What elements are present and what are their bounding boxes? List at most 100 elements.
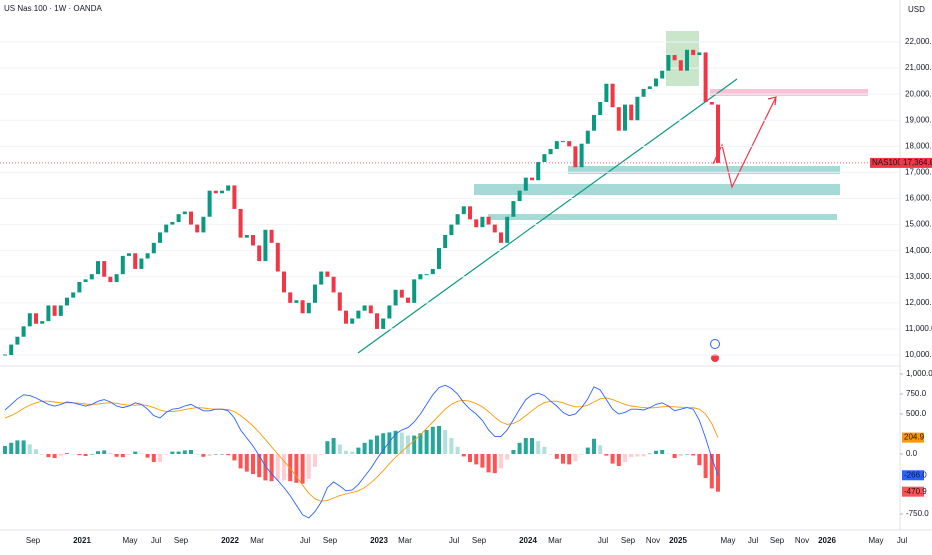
histogram-badge bbox=[902, 486, 924, 497]
x-tick-label: Sep bbox=[770, 536, 785, 545]
macd-line bbox=[4, 384, 719, 519]
histogram-bar bbox=[220, 454, 224, 455]
histogram-bar bbox=[561, 454, 565, 464]
candle bbox=[399, 289, 404, 298]
histogram-bar bbox=[716, 454, 720, 492]
candle bbox=[461, 206, 466, 215]
histogram-bar bbox=[164, 454, 169, 455]
trend-line bbox=[357, 78, 738, 354]
candle bbox=[635, 96, 640, 121]
x-tick-label: Jul bbox=[748, 536, 758, 545]
price-badge bbox=[900, 157, 932, 168]
candle bbox=[530, 177, 534, 181]
histogram-bar bbox=[536, 441, 541, 454]
candle bbox=[282, 271, 286, 293]
histogram-bar bbox=[474, 454, 479, 465]
candle bbox=[604, 83, 609, 102]
histogram-bar bbox=[58, 454, 63, 456]
candle bbox=[449, 224, 454, 236]
flag-icon[interactable] bbox=[710, 353, 720, 363]
histogram-bar bbox=[344, 450, 348, 454]
x-tick-label: Jul bbox=[897, 536, 907, 545]
histogram-bar bbox=[548, 454, 553, 455]
candle bbox=[598, 101, 603, 116]
x-tick-label: May bbox=[868, 536, 883, 545]
histogram-bar bbox=[368, 439, 373, 454]
candle bbox=[517, 190, 522, 202]
x-tick-label: Jul bbox=[449, 536, 459, 545]
candle bbox=[368, 305, 373, 314]
candle bbox=[716, 104, 720, 163]
histogram-bar bbox=[616, 454, 621, 466]
candle bbox=[263, 229, 268, 262]
candle bbox=[542, 154, 547, 162]
histogram-bar bbox=[592, 438, 596, 454]
x-tick-label: 2023 bbox=[370, 536, 388, 545]
candle bbox=[102, 261, 107, 277]
histogram-bar bbox=[598, 445, 603, 454]
candle bbox=[362, 305, 367, 311]
histogram-bar bbox=[492, 454, 497, 474]
candle bbox=[83, 279, 88, 282]
candle bbox=[561, 141, 565, 143]
candle bbox=[660, 70, 665, 79]
event-icon[interactable] bbox=[710, 339, 720, 349]
x-tick-label: Nov bbox=[795, 536, 809, 545]
histogram-bar bbox=[114, 454, 119, 457]
last-price-label: 17,364.8 bbox=[903, 158, 932, 167]
candle bbox=[9, 344, 14, 356]
candle bbox=[375, 313, 379, 329]
candle bbox=[685, 49, 689, 71]
candle bbox=[269, 229, 274, 243]
candle bbox=[189, 211, 193, 225]
candle bbox=[127, 253, 131, 256]
x-tick-label: Jul bbox=[300, 536, 310, 545]
histogram-bar bbox=[189, 450, 193, 454]
candle bbox=[331, 276, 336, 293]
candle bbox=[65, 297, 69, 306]
histogram-bar bbox=[511, 450, 516, 454]
histogram-bar bbox=[294, 454, 299, 483]
candle bbox=[170, 221, 175, 225]
candle bbox=[523, 177, 528, 191]
candle bbox=[195, 224, 200, 233]
histogram-bar bbox=[647, 453, 652, 455]
x-tick-label: 2021 bbox=[73, 536, 91, 545]
histogram-bar bbox=[530, 438, 534, 454]
candle bbox=[703, 52, 708, 102]
candle bbox=[96, 261, 100, 275]
candle bbox=[176, 214, 181, 222]
y-tick-label: 12,000.0 bbox=[905, 298, 932, 307]
macd-badge bbox=[902, 470, 924, 481]
histogram-bar bbox=[269, 454, 274, 482]
histogram-bar bbox=[691, 454, 696, 456]
histogram-bar bbox=[325, 441, 330, 454]
histogram-bar bbox=[455, 446, 460, 454]
candle bbox=[666, 55, 671, 71]
histogram-bar bbox=[406, 435, 410, 454]
candle bbox=[164, 224, 169, 233]
histogram-bar bbox=[182, 450, 187, 454]
candle bbox=[616, 107, 621, 131]
candle bbox=[114, 274, 119, 282]
candle bbox=[678, 60, 683, 71]
histogram-bar bbox=[468, 454, 472, 462]
candle bbox=[474, 219, 479, 228]
candle bbox=[34, 313, 38, 324]
candle bbox=[592, 115, 596, 131]
y-tick-label: 16,000.0 bbox=[905, 194, 932, 203]
candle bbox=[567, 141, 572, 147]
histogram-bar bbox=[505, 454, 510, 460]
candle bbox=[232, 185, 237, 209]
histogram-bar bbox=[127, 454, 131, 455]
x-tick-label: 2025 bbox=[669, 536, 687, 545]
x-tick-label: 2026 bbox=[818, 536, 836, 545]
histogram-bar bbox=[412, 435, 417, 454]
candle bbox=[158, 232, 162, 243]
candle bbox=[654, 78, 658, 87]
histogram-bar bbox=[306, 454, 311, 479]
candle bbox=[226, 185, 231, 191]
histogram-bar bbox=[89, 454, 94, 455]
y-tick-label: 22,000.0 bbox=[905, 37, 932, 46]
candle bbox=[499, 232, 503, 243]
